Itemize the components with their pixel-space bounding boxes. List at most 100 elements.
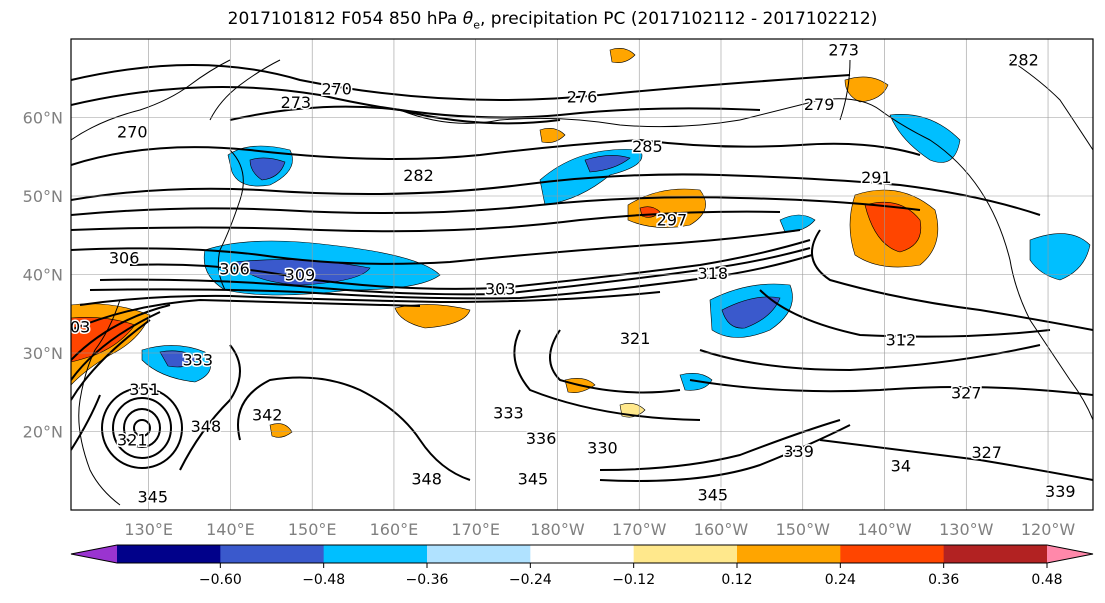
colorbar-swatch [633,545,738,563]
lat-tick-label: 40°N [23,266,63,285]
contour-line [71,64,851,101]
contour-line [599,424,851,482]
contour-labels: 270 273 276 279 273 282 270 282 285 291 297 306 306 3… [60,39,1077,508]
contour-value-label: 273 [281,93,312,112]
coastlines [71,59,1093,506]
contour-line [513,329,701,421]
contour-line [699,344,1041,372]
contour-value-label: 276 [567,87,598,106]
contour-line [811,229,1093,331]
contour-ring [123,408,161,448]
contour-value-label: 279 [804,95,835,114]
contour-value-label: 345 [518,470,549,489]
contour-line [71,138,921,166]
colorbar-tick-label: 0.24 [825,572,856,588]
colorbar-tick-label: −0.60 [199,572,242,588]
contour-value-label: 309 [285,266,316,285]
contour-value-label: 333 [182,350,213,369]
precip-patch-negative [249,157,286,181]
contour-value-label: 348 [411,470,442,489]
map-area: 270 273 276 279 273 282 270 282 285 291 297 306 306 3… [60,39,1093,510]
precip-patch-positive [609,48,636,63]
precip-patch-negative [1029,233,1091,281]
contour-value-label: 303 [60,317,91,336]
colorbar-outline [70,544,1094,564]
contour-line [71,394,101,451]
lat-tick-label: 30°N [23,344,63,363]
lon-tick-label: 170°E [451,520,500,539]
contour-value-label: 303 [485,280,516,299]
contour-value-label: 318 [698,264,729,283]
contour-value-label: 273 [828,40,859,59]
contour-value-label: 342 [252,405,283,424]
contour-ring [133,419,151,437]
contour-value-label: 339 [783,442,814,461]
colorbar-tick-label: −0.24 [509,572,552,588]
contour-value-label: 285 [632,137,663,156]
latitude-labels: 60°N 50°N 40°N 30°N 20°N [23,109,63,442]
precip-patch-negative [159,350,199,368]
contour-value-label: 327 [951,383,982,402]
colorbar-swatch [323,545,428,563]
contour-value-label: 345 [698,485,729,504]
coastline [209,59,281,121]
lat-tick-label: 50°N [23,187,63,206]
contour-line [819,439,1093,481]
contour-value-label: 282 [1008,50,1039,69]
colorbar-swatch [220,545,325,563]
lat-tick-label: 60°N [23,109,63,128]
contour-line [237,376,471,481]
title-subscript: e [473,18,480,32]
precip-patch-negative [721,296,781,329]
contour-line [99,247,811,296]
contour-value-label: 339 [1045,482,1076,501]
lon-tick-label: 130°E [124,520,173,539]
lon-tick-label: 180°W [530,520,585,539]
contour-value-label: 348 [191,417,222,436]
contour-value-label: 321 [620,329,651,348]
contour-line [549,329,681,394]
lon-tick-label: 170°W [612,520,667,539]
precip-patch-negative [889,114,961,163]
coastline [1009,59,1093,151]
contour-line [129,239,811,290]
contour-ring [112,397,172,459]
lon-tick-label: 150°E [288,520,337,539]
colorbar-tick-label: 0.48 [1031,572,1062,588]
contour-ring [101,387,183,469]
contour-value-label: 270 [117,123,148,142]
contour-value-label: 297 [657,211,688,230]
lon-tick-label: 140°W [857,520,912,539]
lon-tick-label: 160°W [694,520,749,539]
coastline [399,109,741,128]
colorbar-swatch [530,545,635,563]
contour-value-label: 330 [587,438,618,457]
contour-value-label: 34 [891,456,911,475]
lon-tick-label: 120°W [1021,520,1076,539]
contour-line [71,210,781,233]
coastline [78,299,121,506]
colorbar-swatch [117,545,221,563]
coastline [739,98,1093,421]
colorbar-extend-low [71,545,117,563]
precip-patch-negative [584,155,631,173]
contour-value-label: 270 [321,80,352,99]
contour-value-label: 306 [109,248,140,267]
contour-line [89,254,813,300]
contour-line [79,291,661,306]
map-frame [70,38,1094,511]
colorbar-swatch [737,545,841,563]
title-theta: θ [462,9,474,29]
lon-tick-label: 130°W [939,520,994,539]
colorbar-tick-label: 0.36 [928,572,959,588]
colorbar-swatch [943,545,1048,563]
contour-line [599,419,841,471]
precip-patch-positive [269,423,293,438]
contour-value-label: 321 [117,430,148,449]
colorbar: −0.60 −0.48 −0.36 −0.24 −0.12 0.12 0.24 0.36 0.4… [70,544,1094,588]
contour-value-label: 336 [526,429,557,448]
lon-tick-label: 140°E [206,520,255,539]
colorbar-swatch [840,545,945,563]
contour-line [71,173,1041,216]
